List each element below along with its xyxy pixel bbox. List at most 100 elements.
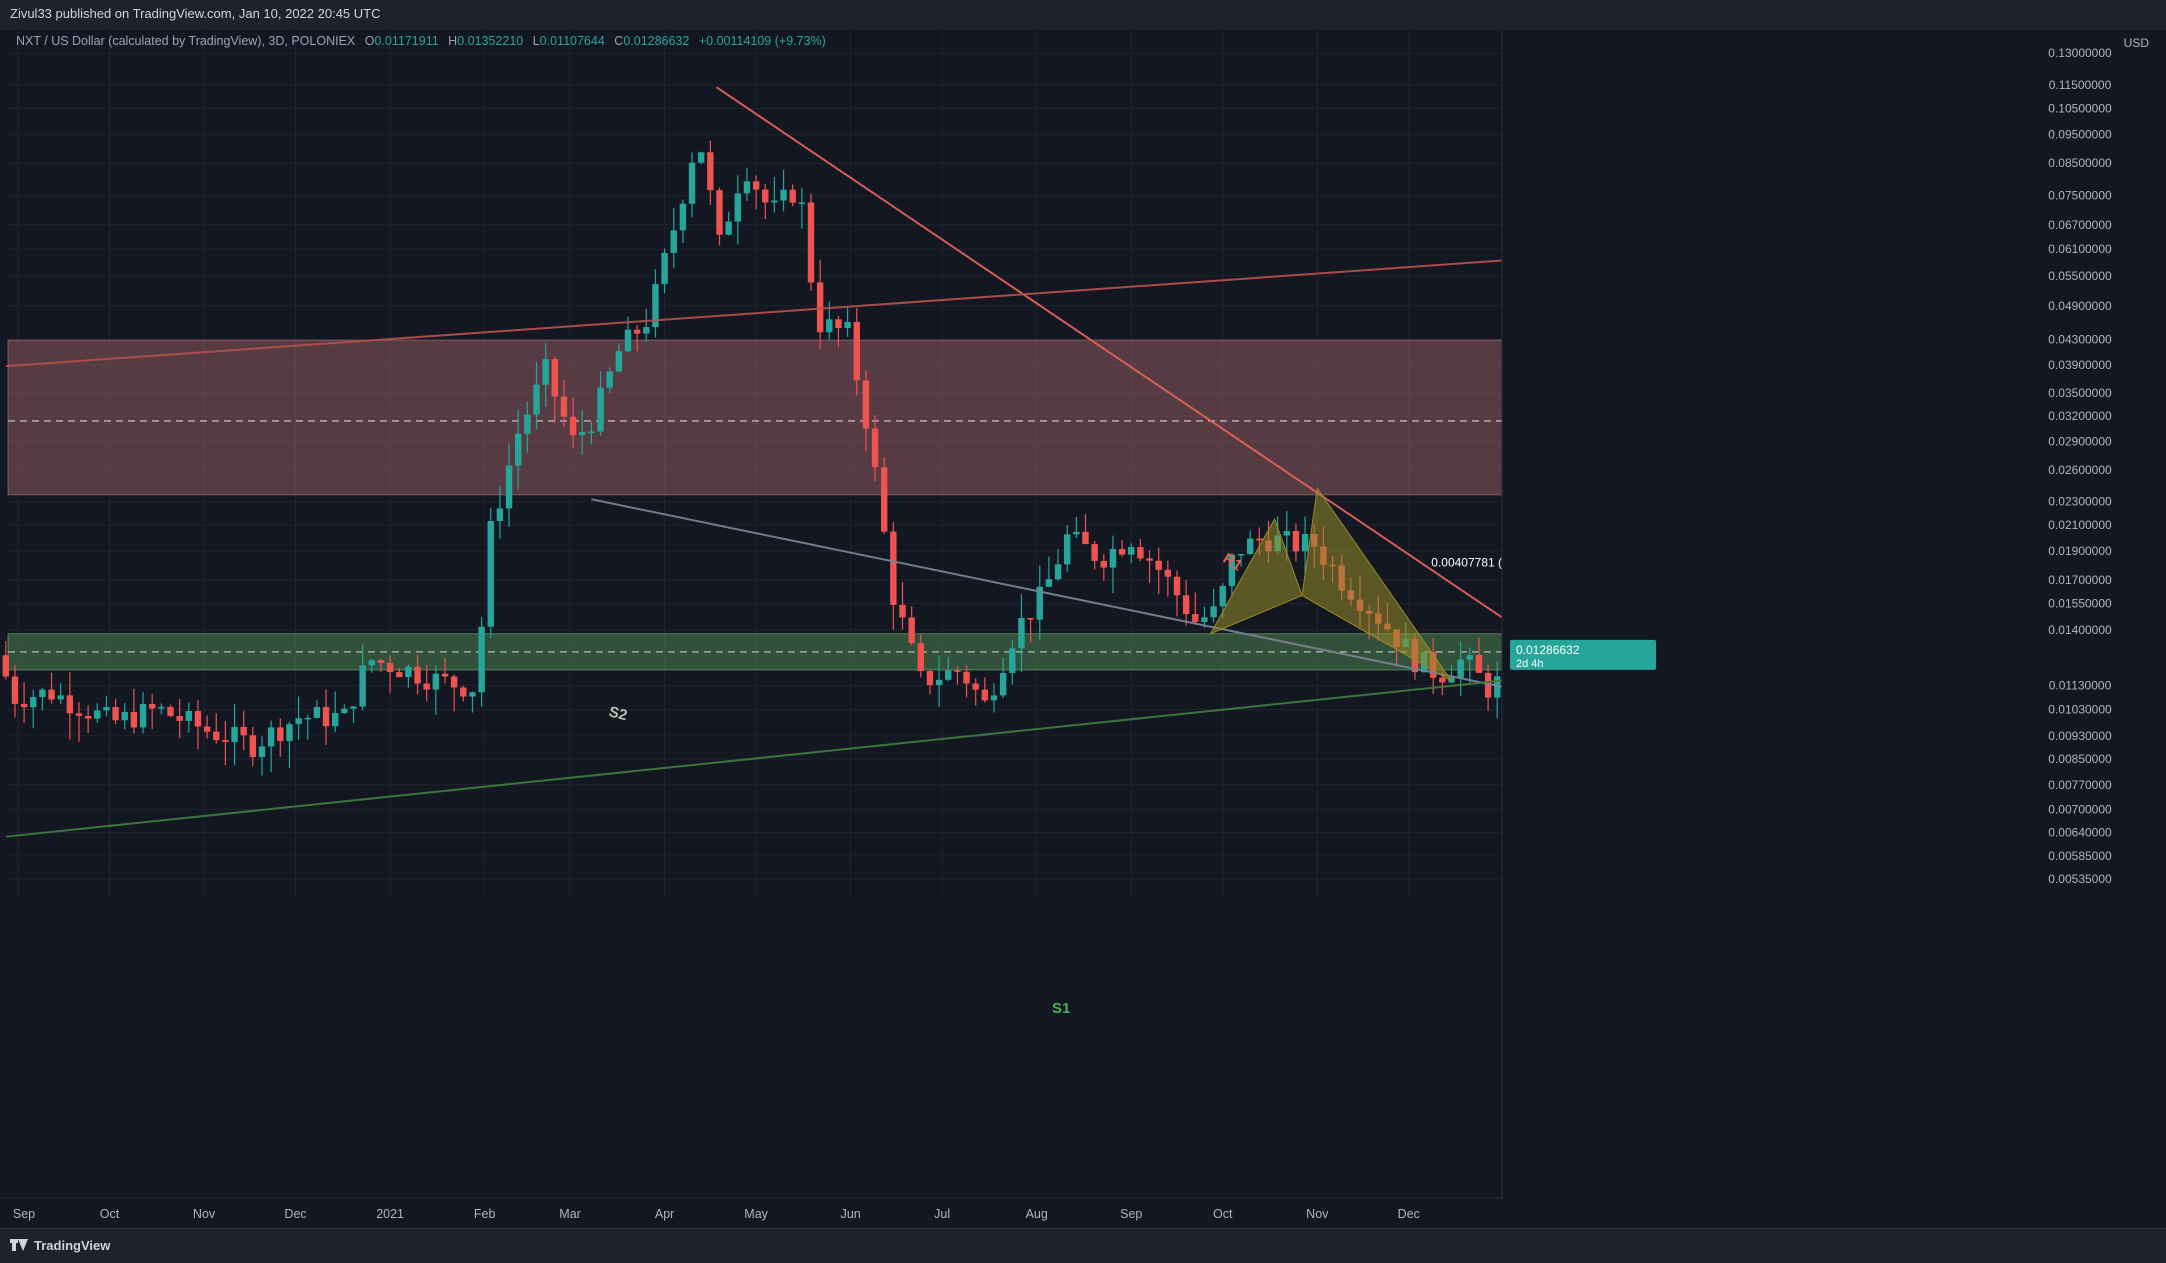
candle-up: [1210, 606, 1217, 618]
time-tick-label: Oct: [1213, 1207, 1233, 1221]
trendline-r1[interactable]: [715, 86, 1651, 718]
candle-down: [213, 731, 220, 741]
candle-up: [332, 712, 339, 727]
candle-up: [597, 387, 604, 432]
candle-down: [981, 689, 989, 701]
candle-down: [130, 711, 138, 728]
candle-up: [1237, 553, 1245, 556]
tradingview-logo[interactable]: TradingView: [10, 1238, 110, 1253]
symbol-name: NXT / US Dollar (calculated by TradingVi…: [16, 34, 356, 48]
candle-down: [1182, 595, 1190, 615]
price-tick-label: 0.03200000: [2048, 409, 2112, 423]
candle-down: [551, 359, 558, 397]
current-price-badge[interactable]: [1510, 639, 1656, 670]
candle-up: [505, 465, 513, 509]
candle-up: [515, 433, 522, 466]
candle-up: [1301, 533, 1309, 552]
candle-up: [258, 746, 266, 757]
candle-down: [1439, 677, 1446, 683]
price-tick-label: 0.10500000: [2048, 102, 2112, 116]
candle-down: [1256, 538, 1263, 541]
candle-down: [633, 329, 641, 334]
candle-up: [487, 521, 494, 627]
candle-up: [286, 724, 293, 742]
candle-up: [267, 727, 275, 747]
symbol-legend: NXT / US Dollar (calculated by TradingVi…: [16, 34, 826, 48]
candle-up: [1283, 531, 1290, 536]
candle-up: [1457, 659, 1464, 678]
time-tick-label: Feb: [474, 1207, 496, 1221]
candle-down: [176, 715, 183, 721]
candle-up: [1219, 585, 1226, 607]
price-tick-label: 0.06100000: [2048, 242, 2112, 256]
candle-down: [66, 695, 74, 714]
candle-down: [890, 531, 897, 605]
candle-down: [1192, 614, 1199, 622]
candle-up: [826, 319, 833, 333]
candle-down: [1155, 560, 1162, 570]
candle-down: [84, 715, 92, 719]
candle-down: [716, 190, 723, 235]
candle-down: [222, 740, 229, 742]
candle-up: [94, 710, 101, 719]
candle-down: [414, 666, 421, 684]
candle-up: [1009, 648, 1016, 673]
trendline-s2[interactable]: [591, 498, 1650, 719]
candle-down: [240, 726, 247, 736]
candle-down: [899, 604, 906, 618]
price-chart[interactable]: 0.00407781 (31.61%) 4077810.00615977 (47…: [0, 0, 2166, 1228]
candle-down: [1137, 547, 1144, 559]
candle-up: [679, 203, 687, 231]
low-value: 0.01107644: [539, 34, 605, 48]
candle-down: [149, 703, 156, 709]
candle-down: [707, 152, 714, 191]
candle-up: [1448, 677, 1455, 683]
candle-up: [1045, 579, 1053, 587]
candle-down: [450, 676, 458, 688]
candle-up: [524, 414, 531, 434]
current-price-value: 0.01286632: [1516, 643, 1580, 657]
candle-down: [1082, 531, 1089, 545]
candle-down: [11, 676, 19, 704]
candle-up: [1201, 617, 1208, 622]
candle-up: [121, 711, 128, 721]
candle-down: [1292, 531, 1300, 552]
candle-down: [1118, 548, 1126, 555]
price-tick-label: 0.02300000: [2048, 495, 2112, 509]
candle-down: [423, 683, 430, 690]
candle-up: [579, 432, 586, 436]
candle-up: [588, 431, 595, 434]
candle-down: [460, 687, 467, 697]
candle-down: [2, 655, 9, 677]
candle-up: [231, 726, 238, 742]
candle-down: [807, 202, 815, 283]
candle-down: [277, 727, 284, 742]
price-tick-label: 0.06700000: [2048, 218, 2112, 232]
candle-down: [1164, 569, 1172, 577]
publisher-info: Zivul33 published on TradingView.com, Ja…: [10, 6, 381, 21]
price-tick-label: 0.13000000: [2048, 46, 2112, 60]
candle-down: [789, 189, 796, 203]
price-tick-label: 0.02600000: [2048, 463, 2112, 477]
time-tick-label: Aug: [1026, 1207, 1048, 1221]
candle-down: [20, 703, 28, 708]
candle-down: [386, 662, 394, 673]
candle-up: [624, 329, 632, 352]
price-tick-label: 0.00850000: [2048, 752, 2112, 766]
price-tick-label: 0.03900000: [2048, 358, 2112, 372]
price-tick-label: 0.01900000: [2048, 544, 2112, 558]
candle-down: [569, 416, 577, 436]
candle-down: [963, 671, 970, 684]
time-tick-label: Apr: [655, 1207, 674, 1221]
high-value: 0.01352210: [457, 34, 524, 48]
candle-up: [999, 672, 1007, 696]
price-axis-background: [1502, 30, 2166, 1228]
candle-up: [1494, 676, 1501, 698]
candle-up: [1466, 655, 1473, 660]
candle-up: [1128, 547, 1135, 555]
candle-up: [185, 711, 192, 721]
close-value: 0.01286632: [623, 34, 690, 48]
candle-down: [249, 735, 257, 757]
candle-up: [1109, 548, 1117, 568]
tradingview-logo-icon: [10, 1239, 28, 1251]
